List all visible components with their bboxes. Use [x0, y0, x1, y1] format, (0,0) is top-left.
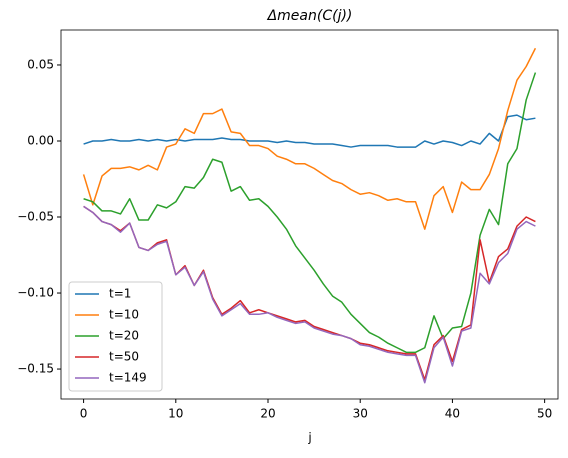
x-tick-label: 30 [353, 407, 368, 421]
series-line [83, 205, 536, 384]
plot-frame [60, 29, 559, 400]
x-tick-label: 0 [80, 407, 88, 421]
y-tick-label: 0.00 [27, 133, 54, 147]
y-tick-label: −0.05 [17, 210, 54, 224]
series-line [83, 114, 536, 148]
legend-label: t=149 [109, 371, 147, 385]
y-tick-label: −0.10 [17, 286, 54, 300]
y-tick-label: 0.05 [27, 57, 54, 71]
x-tick-label: 40 [445, 407, 460, 421]
x-axis-label: j [307, 431, 311, 445]
legend-box [68, 281, 163, 392]
legend-label: t=20 [109, 329, 139, 343]
legend-label: t=1 [109, 287, 131, 301]
series-line [83, 72, 537, 354]
chart-title: Δmean(C(j)) [267, 8, 353, 24]
series-line [82, 47, 537, 230]
legend-label: t=10 [109, 308, 139, 322]
legend-label: t=50 [109, 350, 139, 364]
x-tick-label: 50 [537, 407, 552, 421]
y-tick-label: −0.15 [17, 362, 54, 376]
x-tick-label: 10 [168, 407, 183, 421]
x-tick-label: 20 [260, 407, 275, 421]
